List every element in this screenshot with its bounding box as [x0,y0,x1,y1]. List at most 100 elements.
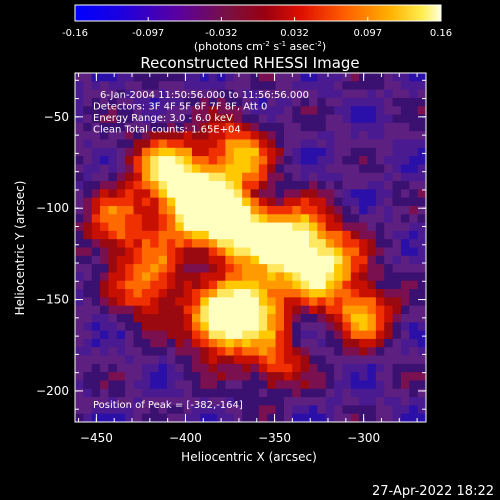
heatmap-cell [108,81,118,91]
heatmap-cell [392,97,402,107]
heatmap-cell [116,122,126,132]
heatmap-cell [359,355,369,365]
heatmap-cell [409,147,419,157]
heatmap-cell [292,122,302,132]
heatmap-cell [417,122,426,132]
heatmap-cell [166,89,176,99]
heatmap-cell [292,156,302,166]
heatmap-cell [200,214,210,224]
heatmap-cell [300,363,310,373]
heatmap-cell [200,81,210,91]
heatmap-cell [91,388,101,398]
heatmap-cell [283,172,293,182]
heatmap-cell [267,189,277,199]
heatmap-cell [292,172,302,182]
heatmap-cell [300,305,310,315]
heatmap-cell [258,156,268,166]
heatmap-cell [384,230,394,240]
heatmap-cell [283,89,293,99]
heatmap-cell [91,122,101,132]
heatmap-cell [242,338,252,348]
heatmap-cell [392,363,402,373]
heatmap-cell [133,89,143,99]
heatmap-cell [250,347,260,357]
heatmap-cell [300,264,310,274]
heatmap-cell [275,122,285,132]
heatmap-cell [417,73,426,82]
heatmap-cell [409,172,419,182]
heatmap-cell [250,97,260,107]
heatmap-cell [208,156,218,166]
heatmap-cell [158,239,168,249]
heatmap-cell [150,114,160,124]
heatmap-cell [300,230,310,240]
heatmap-cell [342,305,352,315]
heatmap-cell [342,397,352,406]
heatmap-cell [141,255,151,265]
heatmap-cell [116,322,126,332]
heatmap-cell [350,305,360,315]
heatmap-cell [417,397,426,406]
heatmap-cell [317,372,327,382]
heatmap-cell [283,338,293,348]
heatmap-cell [250,164,260,174]
heatmap-cell [400,147,410,157]
heatmap-cell [359,205,369,215]
heatmap-cell [208,81,218,91]
heatmap-cell [309,247,318,257]
heatmap-cell [75,264,84,274]
heatmap-cell [267,380,277,390]
heatmap-cell [125,89,135,99]
heatmap-cell [225,147,235,157]
heatmap-cell [192,355,201,365]
heatmap-cell [292,222,302,232]
heatmap-cell [192,172,201,182]
heatmap-cell [409,89,419,99]
heatmap-cell [242,131,252,141]
heatmap-cell [275,197,285,207]
heatmap-cell [83,264,93,274]
heatmap-cell [208,380,218,390]
heatmap-cell [175,264,185,274]
heatmap-cell [400,255,410,265]
heatmap-cell [317,73,327,82]
heatmap-cell [108,289,118,298]
heatmap-cell [309,181,318,190]
heatmap-cell [359,255,369,265]
heatmap-cell [300,397,310,406]
heatmap-cell [100,405,110,415]
heatmap-cell [350,81,360,91]
heatmap-cell [384,372,394,382]
heatmap-cell [91,230,101,240]
heatmap-cell [417,97,426,107]
heatmap-cell [258,189,268,199]
heatmap-cell [325,114,335,124]
heatmap-cell [325,197,335,207]
heatmap-cell [384,214,394,224]
heatmap-cell [300,388,310,398]
heatmap-cell [150,197,160,207]
heatmap-cell [359,122,369,132]
heatmap-cell [141,413,151,422]
heatmap-cell [384,397,394,406]
heatmap-cell [91,355,101,365]
heatmap-cell [200,388,210,398]
heatmap-cell [225,172,235,182]
heatmap-cell [166,147,176,157]
heatmap-cell [150,156,160,166]
heatmap-cell [75,181,84,190]
heatmap-cell [375,122,385,132]
heatmap-cell [208,388,218,398]
heatmap-cell [91,147,101,157]
heatmap-cell [133,97,143,107]
heatmap-cell [375,181,385,190]
heatmap-cell [300,205,310,215]
heatmap-cell [250,363,260,373]
heatmap-cell [375,222,385,232]
heatmap-cell [267,89,277,99]
heatmap-cell [242,189,252,199]
heatmap-cell [392,297,402,307]
heatmap-cell [150,230,160,240]
heatmap-cell [141,106,151,116]
heatmap-cell [267,322,277,332]
